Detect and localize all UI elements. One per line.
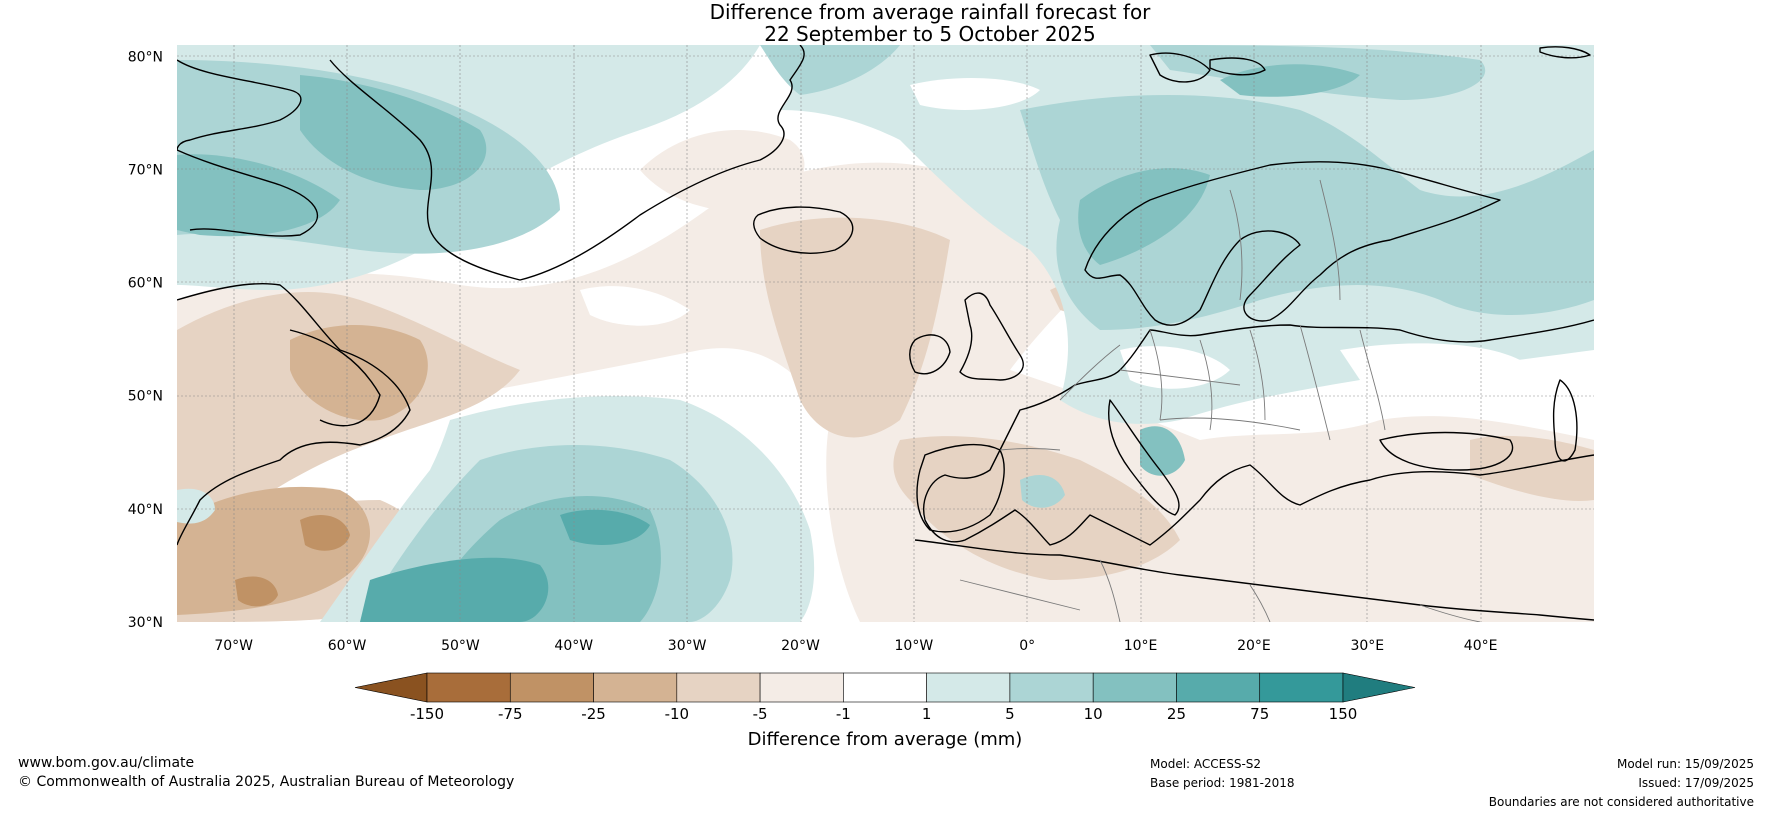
colorbar-tick-label: 5 bbox=[1005, 705, 1015, 723]
footer-disclaimer: Boundaries are not considered authoritat… bbox=[1488, 795, 1754, 809]
map-panel bbox=[177, 45, 1594, 622]
footer-website[interactable]: www.bom.gov.au/climate bbox=[18, 755, 195, 771]
longitude-tick-label: 20°E bbox=[1237, 638, 1271, 654]
longitude-tick-label: 20°W bbox=[781, 638, 820, 654]
footer-base-period: Base period: 1981-2018 bbox=[1150, 776, 1295, 790]
colorbar-segment bbox=[509, 672, 594, 703]
colorbar-tick-label: -25 bbox=[581, 705, 606, 723]
colorbar-segment bbox=[1009, 672, 1094, 703]
colorbar-segment bbox=[676, 672, 761, 703]
colorbar-segment bbox=[593, 672, 678, 703]
longitude-tick-label: 10°W bbox=[895, 638, 934, 654]
labrador-coast bbox=[177, 282, 411, 546]
footer-copyright: © Commonwealth of Australia 2025, Austra… bbox=[18, 774, 515, 790]
latitude-labels: 80°N 70°N 60°N 50°N 40°N 30°N bbox=[128, 49, 163, 631]
coastlines bbox=[177, 45, 1594, 621]
longitude-tick-label: 40°E bbox=[1464, 638, 1498, 654]
colorbar-segment bbox=[843, 672, 927, 703]
canada-arctic-coast bbox=[177, 59, 302, 151]
britain-coast bbox=[959, 292, 1024, 381]
latitude-tick-label: 40°N bbox=[128, 502, 163, 518]
colorbar-tick-label: 10 bbox=[1084, 705, 1103, 723]
ireland-coast bbox=[909, 334, 951, 375]
north-africa-coast bbox=[914, 539, 1594, 621]
latitude-tick-label: 30°N bbox=[128, 615, 163, 631]
longitude-tick-label: 30°E bbox=[1350, 638, 1384, 654]
neutral-gaps bbox=[580, 78, 1520, 389]
footer-model-run: Model run: 15/09/2025 bbox=[1616, 757, 1754, 771]
map-title-line-2: 22 September to 5 October 2025 bbox=[764, 22, 1096, 46]
longitude-labels: 70°W 60°W 50°W 40°W 30°W 20°W 10°W 0° 10°E 20°E 30… bbox=[214, 638, 1497, 654]
map-gridlines bbox=[177, 45, 1594, 622]
colorbar-tick-label: 25 bbox=[1167, 705, 1186, 723]
colorbar-tick-label: 1 bbox=[922, 705, 932, 723]
longitude-tick-label: 70°W bbox=[214, 638, 253, 654]
footer-issued: Issued: 17/09/2025 bbox=[1638, 776, 1754, 790]
footer-model: Model: ACCESS-S2 bbox=[1150, 757, 1262, 771]
iceland-coast bbox=[753, 206, 854, 254]
colorbar-tick-label: -75 bbox=[498, 705, 523, 723]
colorbar-label: Difference from average (mm) bbox=[748, 729, 1023, 750]
longitude-tick-label: 50°W bbox=[441, 638, 480, 654]
scandinavia-coast bbox=[1084, 161, 1501, 326]
colorbar-max-extension bbox=[1342, 672, 1416, 703]
colorbar-tick-label: 75 bbox=[1250, 705, 1269, 723]
colorbar-tick-label: -5 bbox=[753, 705, 768, 723]
colorbar-tick-label: -10 bbox=[665, 705, 690, 723]
national-borders bbox=[959, 179, 1481, 622]
colorbar-segment bbox=[1092, 672, 1177, 703]
colorbar-tick-label: -150 bbox=[410, 705, 444, 723]
map-title-line-1: Difference from average rainfall forecas… bbox=[709, 0, 1151, 24]
colorbar-segment bbox=[926, 672, 1011, 703]
colorbar-segment bbox=[1259, 672, 1344, 703]
longitude-tick-label: 10°E bbox=[1124, 638, 1158, 654]
longitude-tick-label: 0° bbox=[1019, 638, 1035, 654]
greenland-coast bbox=[329, 45, 805, 281]
latitude-tick-label: 60°N bbox=[128, 276, 163, 292]
latitude-tick-label: 50°N bbox=[128, 389, 163, 405]
colorbar-segment bbox=[759, 672, 844, 703]
very-strong-wet-shading bbox=[360, 509, 650, 622]
latitude-tick-label: 70°N bbox=[128, 162, 163, 178]
colorbar-min-extension bbox=[354, 672, 428, 703]
colorbar: -150 -75 -25 -10 -5 -1 1 5 10 25 75 150 bbox=[354, 672, 1416, 723]
colorbar-tick-label: -1 bbox=[836, 705, 851, 723]
longitude-tick-label: 60°W bbox=[328, 638, 367, 654]
colorbar-segment bbox=[1176, 672, 1261, 703]
longitude-tick-label: 30°W bbox=[668, 638, 707, 654]
very-strong-dry-shading bbox=[235, 515, 350, 607]
europe-coast bbox=[923, 319, 1594, 546]
latitude-tick-label: 80°N bbox=[128, 49, 163, 65]
longitude-tick-label: 40°W bbox=[554, 638, 593, 654]
colorbar-segment bbox=[426, 672, 511, 703]
colorbar-tick-label: 150 bbox=[1329, 705, 1358, 723]
